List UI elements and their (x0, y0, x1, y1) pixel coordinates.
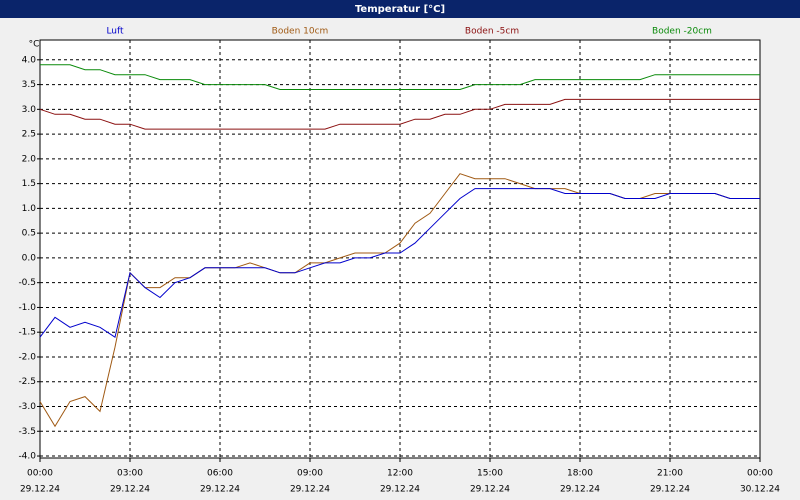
y-tick-label: 0.0 (22, 253, 37, 263)
x-tick-date: 29.12.24 (470, 485, 510, 495)
legend-entry: Boden 10cm (272, 27, 329, 37)
x-tick-label: 21:00 (657, 469, 683, 479)
y-tick-label: -1.5 (18, 328, 36, 338)
y-tick-label: -3.0 (18, 402, 36, 412)
y-tick-label: -2.5 (18, 377, 36, 387)
x-tick-date: 29.12.24 (560, 485, 600, 495)
y-tick-label: 2.0 (22, 154, 37, 164)
x-tick-label: 09:00 (297, 469, 323, 479)
y-tick-label: 0.5 (22, 229, 36, 239)
y-tick-label: 1.5 (22, 179, 36, 189)
y-axis-label: °C (29, 40, 40, 50)
title-bar (0, 0, 800, 18)
y-tick-label: 2.5 (22, 130, 36, 140)
x-tick-label: 18:00 (567, 469, 593, 479)
chart-title: Temperatur [°C] (355, 4, 445, 15)
series-line (40, 64, 760, 90)
x-tick-label: 00:00 (27, 469, 53, 479)
series-line (39, 188, 760, 339)
y-tick-label: -2.0 (18, 352, 36, 362)
legend-entry: Luft (106, 27, 124, 37)
x-tick-label: 15:00 (477, 469, 503, 479)
y-tick-label: -1.0 (18, 303, 36, 313)
y-tick-label: -3.5 (18, 427, 36, 437)
x-tick-date: 29.12.24 (380, 485, 420, 495)
x-tick-date: 29.12.24 (110, 485, 150, 495)
y-tick-label: -4.0 (18, 452, 36, 462)
x-tick-label: 03:00 (117, 469, 143, 479)
y-tick-label: 3.0 (22, 105, 37, 115)
legend-entry: Boden -20cm (652, 27, 712, 37)
y-tick-label: -0.5 (18, 278, 36, 288)
x-tick-label: 06:00 (207, 469, 233, 479)
x-tick-date: 29.12.24 (200, 485, 240, 495)
x-tick-date: 29.12.24 (650, 485, 690, 495)
y-tick-label: 4.0 (22, 55, 37, 65)
x-tick-date: 29.12.24 (20, 485, 60, 495)
y-tick-label: 1.0 (22, 204, 37, 214)
series-line (39, 98, 760, 130)
x-tick-date: 29.12.24 (290, 485, 330, 495)
legend-entry: Boden -5cm (465, 27, 519, 37)
x-tick-date: 30.12.24 (740, 485, 780, 495)
x-tick-label: 12:00 (387, 469, 413, 479)
y-tick-label: 3.5 (22, 80, 36, 90)
x-tick-label: 00:00 (747, 469, 773, 479)
